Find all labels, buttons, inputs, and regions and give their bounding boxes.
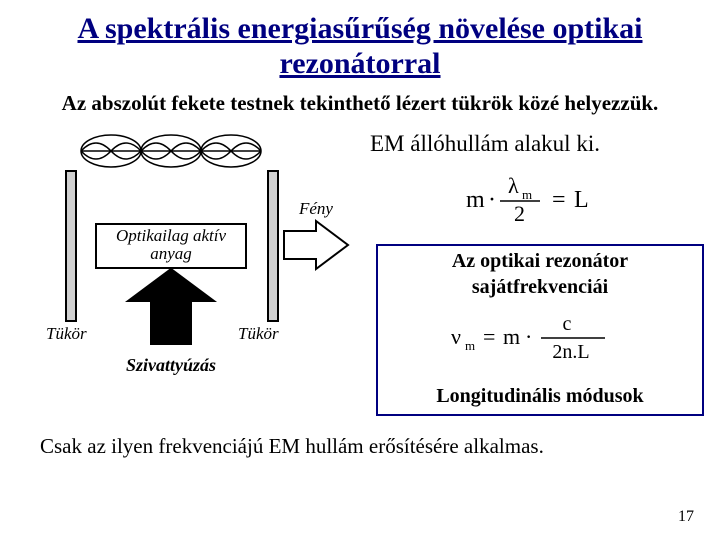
em-wave-text: EM állóhullám alakul ki. [370,129,710,165]
label-mirror-right: Tükör [238,324,279,343]
svg-text:m: m [503,324,520,349]
resonator-diagram: Optikailag aktív anyag Fény Tükör Tükör … [16,129,356,389]
content-row: Optikailag aktív anyag Fény Tükör Tükör … [0,125,720,424]
label-light: Fény [298,199,333,218]
svg-text:λ: λ [508,173,519,198]
svg-text:c: c [563,313,572,335]
formula-eigenfrequency: ν m = m · c 2n.L [384,302,696,379]
svg-text:L: L [574,187,589,213]
slide-title: A spektrális energiasűrűség növelése opt… [0,0,720,85]
svg-text:=: = [483,324,495,349]
bottom-text: Csak az ilyen frekvenciájú EM hullám erő… [0,424,720,459]
svg-text:·: · [488,187,496,213]
left-column: Optikailag aktív anyag Fény Tükör Tükör … [10,125,370,424]
label-optically-active-2: anyag [150,244,192,263]
panel-title-2: sajátfrekvenciái [384,276,696,302]
svg-text:m: m [465,338,475,353]
eigenfrequency-panel: Az optikai rezonátor sajátfrekvenciái ν … [376,244,704,416]
svg-text:m: m [466,187,485,213]
label-pumping: Szivattyúzás [126,355,216,375]
svg-text:2: 2 [514,201,525,226]
svg-text:m: m [522,187,532,202]
svg-text:ν: ν [451,324,461,349]
longitudinal-modes: Longitudinális módusok [384,379,696,408]
svg-text:=: = [552,187,566,213]
formula-standing-wave: m · λ m 2 = L [370,165,710,242]
panel-title-1: Az optikai rezonátor [384,250,696,276]
svg-text:·: · [525,324,532,349]
right-column: EM állóhullám alakul ki. m · λ m 2 = L A… [370,125,710,424]
svg-text:2n.L: 2n.L [552,341,589,363]
page-number: 17 [678,508,694,526]
slide-subtitle: Az abszolút fekete testnek tekinthető lé… [0,85,720,125]
label-mirror-left: Tükör [46,324,87,343]
label-optically-active-1: Optikailag aktív [116,226,226,245]
